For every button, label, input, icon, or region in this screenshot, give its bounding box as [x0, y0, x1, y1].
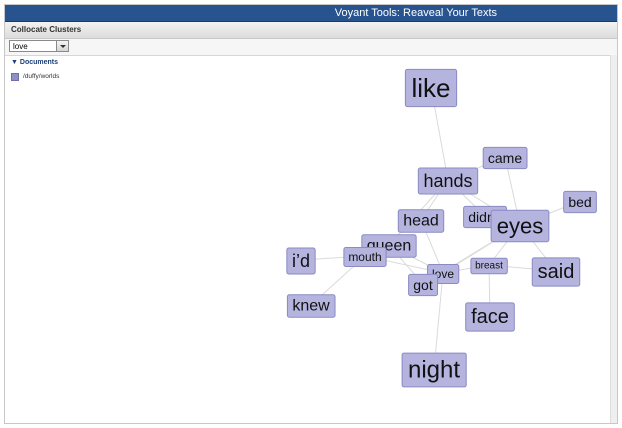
- node-box[interactable]: [286, 247, 316, 275]
- node-night[interactable]: night: [401, 352, 467, 388]
- node-box[interactable]: [286, 294, 336, 318]
- node-knew[interactable]: knew: [286, 294, 336, 318]
- node-breast[interactable]: breast: [470, 257, 508, 275]
- app-title: Voyant Tools: Reaveal Your Texts: [334, 7, 497, 19]
- node-label[interactable]: breast: [475, 261, 503, 272]
- panel-header: Collocate Clusters: [5, 22, 617, 39]
- node-label[interactable]: hands: [423, 171, 472, 191]
- legend-item-label: /duffy/worlds: [23, 73, 60, 80]
- node-label[interactable]: knew: [292, 298, 330, 315]
- legend-item[interactable]: /duffy/worlds: [11, 73, 59, 81]
- node-label[interactable]: face: [471, 306, 509, 328]
- node-label[interactable]: night: [408, 357, 460, 384]
- node-box[interactable]: [397, 209, 445, 233]
- node-box[interactable]: [482, 146, 528, 170]
- node-box[interactable]: [531, 257, 581, 287]
- node-head[interactable]: head: [397, 209, 445, 233]
- node-bed[interactable]: bed: [563, 190, 597, 214]
- documents-header[interactable]: ▼ Documents: [11, 58, 59, 67]
- toolbar: love: [5, 39, 617, 56]
- node-id[interactable]: i’d: [286, 247, 316, 275]
- node-face[interactable]: face: [465, 302, 515, 332]
- keyword-combo[interactable]: love: [9, 40, 69, 52]
- vertical-scrollbar[interactable]: [610, 55, 617, 423]
- node-label[interactable]: bed: [568, 194, 591, 210]
- node-box[interactable]: [417, 167, 479, 195]
- node-box[interactable]: [401, 352, 467, 388]
- node-eyes[interactable]: eyes: [490, 209, 550, 243]
- panel-title: Collocate Clusters: [11, 25, 82, 34]
- node-said[interactable]: said: [531, 257, 581, 287]
- documents-legend: ▼ Documents /duffy/worlds: [11, 58, 59, 81]
- keyword-value[interactable]: love: [13, 42, 28, 51]
- node-box[interactable]: [465, 302, 515, 332]
- node-label[interactable]: like: [411, 73, 450, 103]
- node-box[interactable]: [408, 273, 439, 297]
- node-like[interactable]: like: [404, 68, 458, 108]
- collapse-triangle-icon[interactable]: ▼: [11, 59, 18, 66]
- node-got[interactable]: got: [408, 273, 439, 297]
- node-came[interactable]: came: [482, 146, 528, 170]
- node-label[interactable]: i’d: [292, 251, 310, 271]
- node-label[interactable]: said: [538, 261, 575, 283]
- chevron-down-icon[interactable]: [56, 41, 68, 51]
- node-label[interactable]: got: [413, 277, 433, 293]
- node-label[interactable]: eyes: [497, 214, 543, 239]
- legend-color-swatch: [11, 73, 19, 81]
- node-box[interactable]: [563, 190, 597, 214]
- node-label[interactable]: came: [488, 150, 522, 166]
- documents-header-label[interactable]: Documents: [19, 59, 59, 66]
- title-bar: Voyant Tools: Reaveal Your Texts: [5, 5, 617, 22]
- node-box[interactable]: [470, 257, 508, 275]
- node-label[interactable]: mouth: [348, 250, 381, 264]
- node-label[interactable]: head: [403, 213, 439, 230]
- node-hands[interactable]: hands: [417, 167, 479, 195]
- node-box[interactable]: [490, 209, 550, 243]
- node-box[interactable]: [404, 68, 458, 108]
- node-mouth[interactable]: mouth: [343, 247, 387, 267]
- node-box[interactable]: [343, 247, 387, 267]
